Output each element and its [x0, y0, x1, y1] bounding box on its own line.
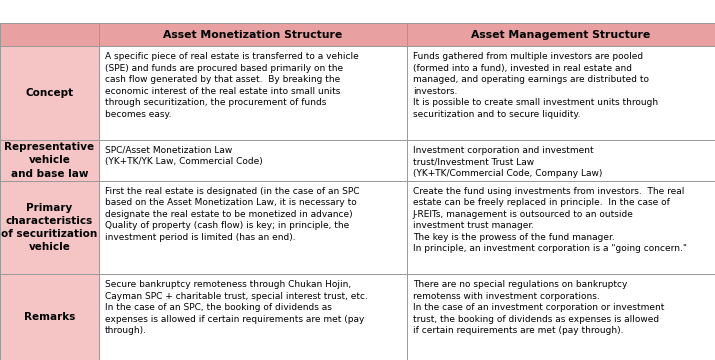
Text: A specific piece of real estate is transferred to a vehicle
(SPE) and funds are : A specific piece of real estate is trans…	[104, 52, 358, 118]
Bar	[0, 23, 99, 46]
Text: Asset Management Structure: Asset Management Structure	[471, 30, 651, 40]
Bar	[99, 46, 407, 140]
Bar	[407, 181, 715, 274]
Text: Create the fund using investments from investors.  The real
estate can be freely: Create the fund using investments from i…	[413, 187, 687, 253]
Bar	[99, 140, 407, 181]
Bar	[99, 274, 407, 360]
Text: Primary
characteristics
of securitization
vehicle: Primary characteristics of securitizatio…	[1, 203, 97, 252]
Text: Remarks: Remarks	[24, 312, 75, 322]
Bar	[0, 274, 99, 360]
Text: Representative
vehicle
and base law: Representative vehicle and base law	[4, 142, 94, 179]
Text: Secure bankruptcy remoteness through Chukan Hojin,
Cayman SPC + charitable trust: Secure bankruptcy remoteness through Chu…	[104, 280, 368, 335]
Text: Concept: Concept	[25, 88, 74, 98]
Text: Asset Monetization Structure: Asset Monetization Structure	[163, 30, 342, 40]
Text: Investment corporation and investment
trust/Investment Trust Law
(YK+TK/Commerci: Investment corporation and investment tr…	[413, 146, 602, 177]
Text: There are no special regulations on bankruptcy
remotenss with investment corpora: There are no special regulations on bank…	[413, 280, 664, 335]
Bar	[407, 140, 715, 181]
Text: Funds gathered from multiple investors are pooled
(formed into a fund), invested: Funds gathered from multiple investors a…	[413, 52, 658, 118]
Bar	[99, 23, 407, 46]
Bar	[0, 46, 99, 140]
Bar	[407, 274, 715, 360]
Bar	[0, 140, 99, 181]
Bar	[407, 46, 715, 140]
Bar	[99, 181, 407, 274]
Text: SPC/Asset Monetization Law
(YK+TK/YK Law, Commercial Code): SPC/Asset Monetization Law (YK+TK/YK Law…	[104, 146, 262, 166]
Text: First the real estate is designated (in the case of an SPC
based on the Asset Mo: First the real estate is designated (in …	[104, 187, 359, 242]
Bar	[0, 181, 99, 274]
Bar	[407, 23, 715, 46]
